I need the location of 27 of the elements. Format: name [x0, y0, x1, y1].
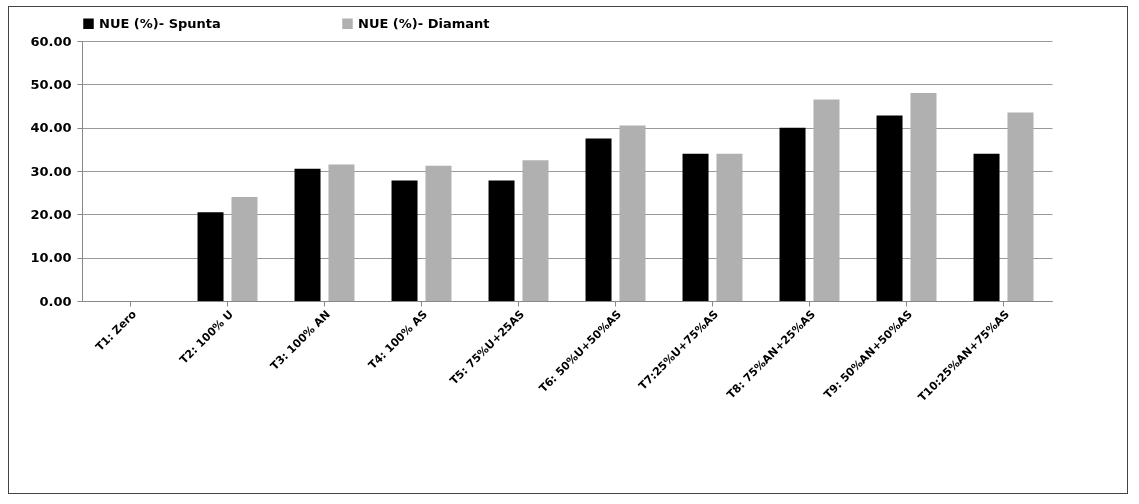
bar	[425, 165, 452, 301]
y-tick-label: 30.00	[30, 163, 72, 179]
bar	[231, 197, 258, 301]
y-tick-label: 50.00	[30, 76, 72, 92]
bar	[813, 99, 840, 301]
bar	[391, 180, 418, 301]
bar	[1007, 112, 1034, 301]
bar	[876, 115, 903, 301]
bar	[973, 153, 1000, 301]
y-tick-label: 20.00	[30, 206, 72, 222]
bar	[488, 180, 515, 301]
legend-label: NUE (%)- Diamant	[358, 15, 490, 31]
bar	[328, 164, 355, 301]
bar	[197, 212, 224, 301]
y-tick-label: 40.00	[30, 120, 72, 136]
bar	[294, 168, 321, 301]
bar	[682, 153, 709, 301]
bar	[585, 138, 612, 301]
bar	[522, 160, 549, 301]
y-tick-label: 10.00	[30, 250, 72, 266]
y-tick-label: 0.00	[39, 293, 72, 309]
bar	[910, 93, 937, 301]
bar	[716, 153, 743, 301]
bar	[619, 125, 646, 301]
legend-label: NUE (%)- Spunta	[99, 15, 221, 31]
y-tick-label: 60.00	[30, 33, 72, 49]
bar	[779, 127, 806, 301]
